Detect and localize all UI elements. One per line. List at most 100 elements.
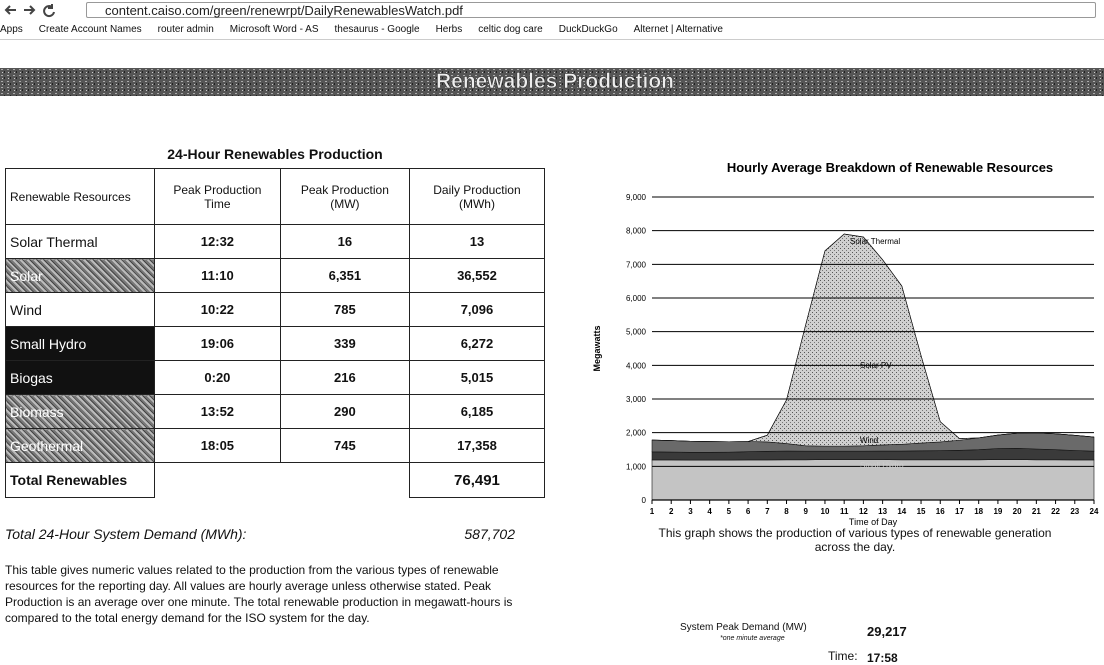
bookmark[interactable]: DuckDuckGo xyxy=(559,24,618,35)
nav-buttons xyxy=(2,2,82,18)
table-cell: 16 xyxy=(280,225,409,259)
demand-label: Total 24-Hour System Demand (MWh): xyxy=(5,526,246,542)
table-cell: 13 xyxy=(409,225,544,259)
bookmark[interactable]: Apps xyxy=(0,24,23,35)
address-bar[interactable]: content.caiso.com/green/renewrpt/DailyRe… xyxy=(86,2,1096,18)
table-cell: 745 xyxy=(280,429,409,463)
y-tick-label: 9,000 xyxy=(626,193,647,202)
total-value: 76,491 xyxy=(409,463,544,498)
x-tick-label: 2 xyxy=(669,507,674,516)
x-tick-label: 5 xyxy=(727,507,732,516)
x-tick-label: 9 xyxy=(804,507,809,516)
x-tick-label: 19 xyxy=(993,507,1002,516)
x-tick-label: 15 xyxy=(917,507,926,516)
total-row: Total Renewables 76,491 xyxy=(6,463,545,498)
table-description: This table gives numeric values related … xyxy=(5,562,545,626)
area-label: Wind xyxy=(860,436,878,445)
x-tick-label: 18 xyxy=(974,507,983,516)
header-cell: Peak Production (MW) xyxy=(280,169,409,225)
y-tick-label: 4,000 xyxy=(626,361,647,370)
x-tick-label: 8 xyxy=(784,507,789,516)
x-tick-label: 12 xyxy=(859,507,868,516)
y-tick-label: 3,000 xyxy=(626,395,647,404)
bookmark[interactable]: celtic dog care xyxy=(478,24,542,35)
table-cell: 13:52 xyxy=(155,395,281,429)
x-tick-label: 10 xyxy=(821,507,830,516)
x-tick-label: 24 xyxy=(1090,507,1099,516)
y-tick-label: 6,000 xyxy=(626,294,647,303)
header-cell: Renewable Resources xyxy=(6,169,155,225)
y-tick-label: 1,000 xyxy=(626,462,647,471)
y-tick-label: 7,000 xyxy=(626,260,647,269)
resource-name: Small Hydro xyxy=(6,327,155,361)
y-tick-label: 8,000 xyxy=(626,227,647,236)
bookmark[interactable]: router admin xyxy=(158,24,214,35)
reload-button[interactable] xyxy=(44,4,54,16)
demand-value: 587,702 xyxy=(464,526,515,542)
y-tick-label: 5,000 xyxy=(626,328,647,337)
x-tick-label: 21 xyxy=(1032,507,1041,516)
area-label: Small Hydro xyxy=(860,461,904,470)
resource-name: Solar Thermal xyxy=(6,225,155,259)
forward-button[interactable] xyxy=(24,6,34,14)
banner-title: Renewables Production xyxy=(436,70,674,93)
x-tick-label: 4 xyxy=(707,507,712,516)
bookmark[interactable]: Herbs xyxy=(436,24,463,35)
x-tick-label: 3 xyxy=(688,507,693,516)
bookmark[interactable]: thesaurus - Google xyxy=(335,24,420,35)
table-cell: 216 xyxy=(280,361,409,395)
peak-note: *one minute average xyxy=(720,635,785,642)
table-cell: 10:22 xyxy=(155,293,281,327)
y-axis-label: Megawatts xyxy=(592,325,602,371)
table-title: 24-Hour Renewables Production xyxy=(5,146,545,162)
resource-name: Solar xyxy=(6,259,155,293)
resource-name: Biogas xyxy=(6,361,155,395)
peak-value: 29,217 xyxy=(867,624,907,639)
total-empty xyxy=(155,463,281,498)
table-cell: 36,552 xyxy=(409,259,544,293)
table-cell: 290 xyxy=(280,395,409,429)
table-cell: 17,358 xyxy=(409,429,544,463)
table-cell: 19:06 xyxy=(155,327,281,361)
bookmark[interactable]: Alternet | Alternative xyxy=(634,24,723,35)
page: {"browser": {"url": "content.caiso.com/g… xyxy=(0,0,1104,661)
peak-demand: System Peak Demand (MW) *one minute aver… xyxy=(680,618,980,661)
table-cell: 18:05 xyxy=(155,429,281,463)
table-cell: 6,351 xyxy=(280,259,409,293)
y-tick-label: 0 xyxy=(642,496,647,505)
table-cell: 5,015 xyxy=(409,361,544,395)
x-tick-label: 23 xyxy=(1070,507,1079,516)
total-label: Total Renewables xyxy=(6,463,155,498)
bookmark[interactable]: Create Account Names xyxy=(39,24,142,35)
table-cell: 0:20 xyxy=(155,361,281,395)
x-tick-label: 6 xyxy=(746,507,751,516)
x-tick-label: 1 xyxy=(650,507,655,516)
bookmark[interactable]: Microsoft Word - AS xyxy=(230,24,319,35)
caption-box: This graph shows the production of vario… xyxy=(640,526,1070,562)
resource-name: Geothermal xyxy=(6,429,155,463)
peak-time: 17:58 xyxy=(867,651,898,665)
resource-name: Wind xyxy=(6,293,155,327)
total-empty xyxy=(280,463,409,498)
back-button[interactable] xyxy=(6,6,16,14)
chart-title: Hourly Average Breakdown of Renewable Re… xyxy=(727,160,1053,175)
area-label: Solar Thermal xyxy=(850,237,900,246)
table-cell: 7,096 xyxy=(409,293,544,327)
x-tick-label: 22 xyxy=(1051,507,1060,516)
table-cell: 12:32 xyxy=(155,225,281,259)
x-tick-label: 11 xyxy=(840,507,849,516)
table-cell: 785 xyxy=(280,293,409,327)
x-tick-label: 7 xyxy=(765,507,770,516)
chart: Hourly Average Breakdown of Renewable Re… xyxy=(560,140,1104,580)
x-tick-label: 20 xyxy=(1013,507,1022,516)
resource-name: Biomass xyxy=(6,395,155,429)
